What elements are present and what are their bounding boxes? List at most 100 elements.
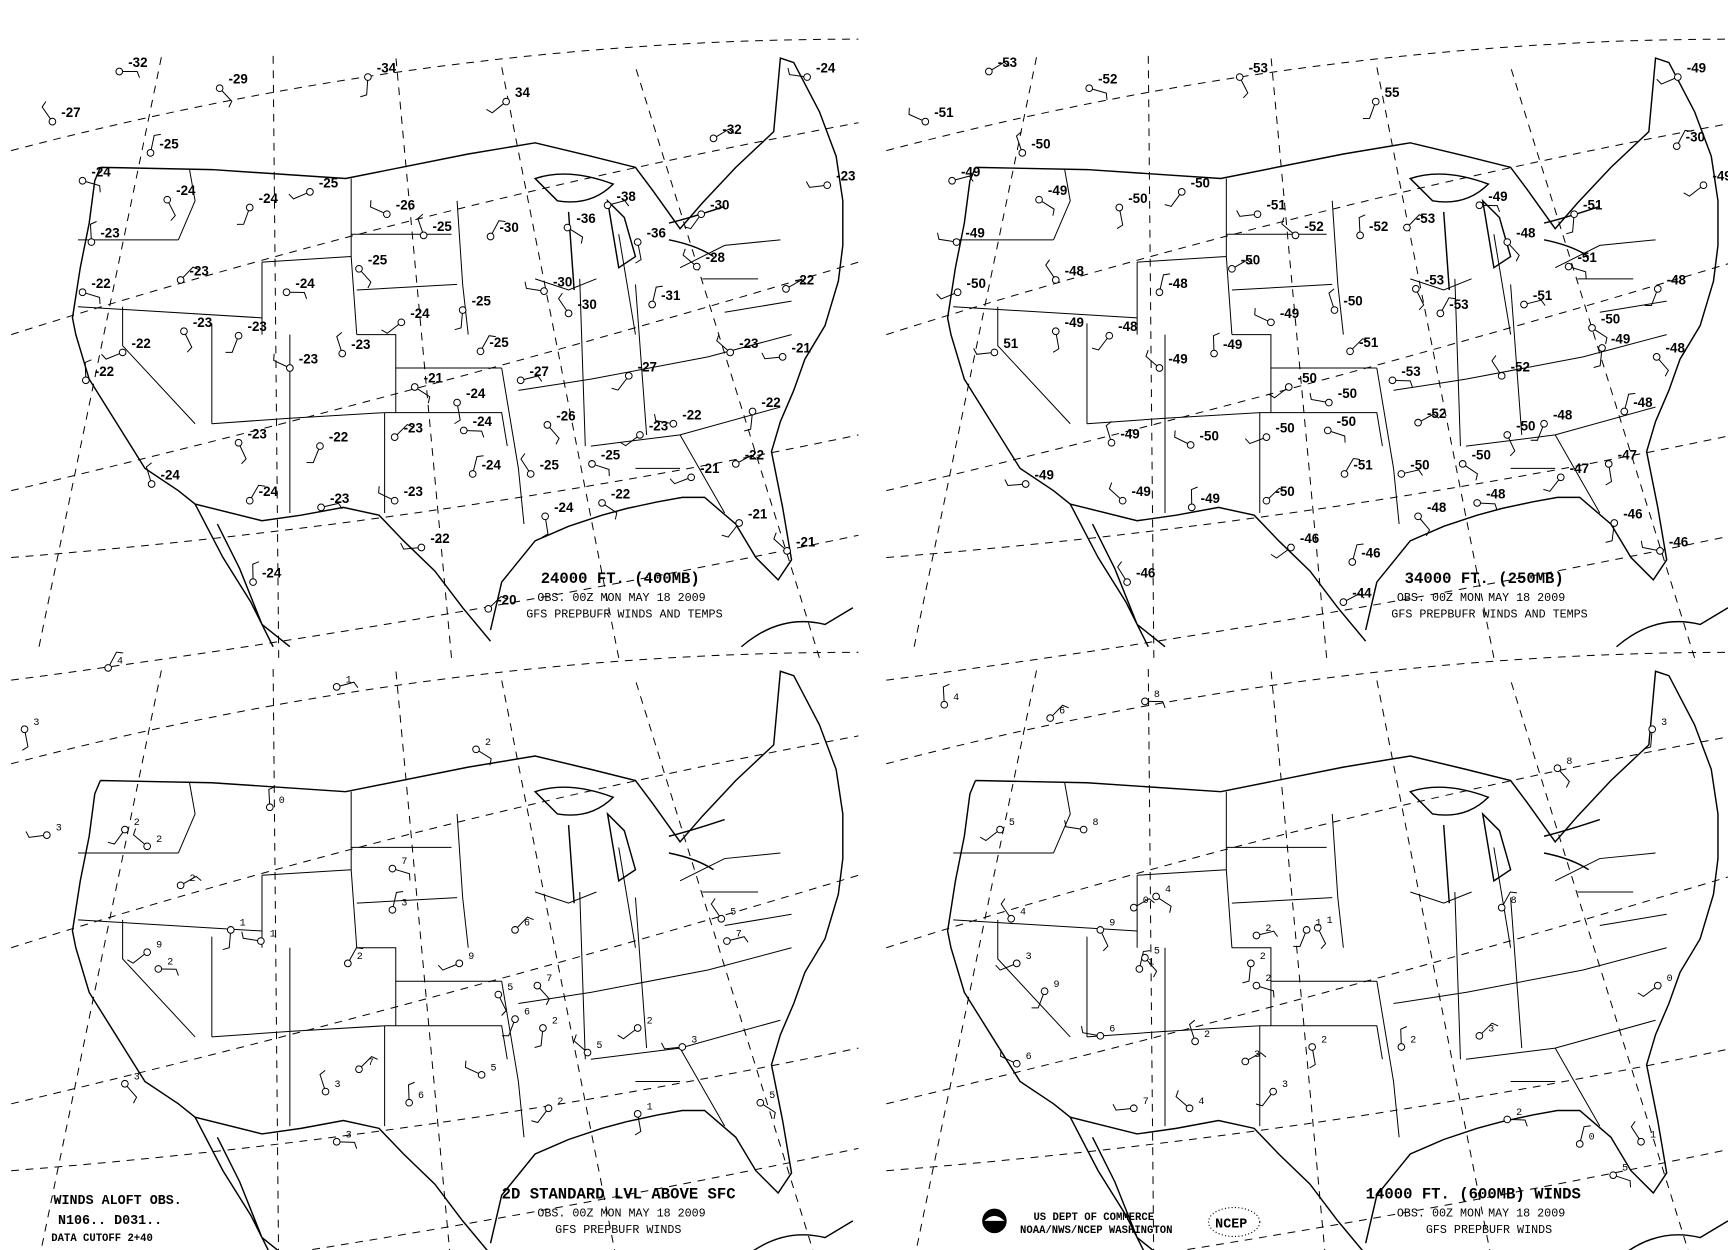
station-circle-icon: [723, 937, 731, 945]
wind-barb-icon: [491, 220, 506, 234]
station-circle-icon: [355, 1065, 363, 1074]
station-temperature: -46: [1361, 546, 1380, 561]
wind-barb-icon: [1527, 299, 1546, 306]
station-plot: -49: [1656, 61, 1706, 85]
station-plot: -30: [524, 275, 572, 295]
station-circle-icon: [940, 700, 949, 709]
station-plot: 3: [319, 1069, 340, 1096]
station-temperature: -30: [1686, 130, 1705, 145]
station-plot: 0: [265, 786, 285, 812]
station-wind-speed: 6: [1026, 1052, 1032, 1063]
station-plot: -49: [1187, 486, 1220, 512]
station-circle-icon: [1152, 892, 1160, 901]
station-plot: -23: [317, 491, 349, 512]
wind-barb-icon: [1000, 898, 1010, 917]
station-plot: -21: [410, 371, 444, 404]
station-plot: -25: [476, 335, 509, 356]
station-temperature: -25: [433, 219, 453, 234]
station-circle-icon: [1235, 73, 1244, 81]
station-circle-icon: [453, 398, 461, 407]
station-circle-icon: [633, 1024, 642, 1032]
wind-barb-icon: [396, 423, 414, 436]
station-plot: -21: [669, 461, 720, 485]
station-circle-icon: [282, 288, 291, 297]
station-circle-icon: [1046, 714, 1055, 722]
station-plot: -22: [782, 272, 814, 293]
station-circle-icon: [1021, 480, 1030, 488]
wind-barb-icon: [979, 831, 998, 842]
station-temperature: -49: [1687, 61, 1706, 76]
wind-barb-icon: [570, 228, 584, 244]
station-plot: 5: [573, 1034, 602, 1057]
wind-barb-icon: [1175, 1090, 1188, 1107]
station-circle-icon: [163, 195, 172, 204]
station-plot: -48: [1644, 272, 1687, 307]
station-plot: 3: [25, 824, 62, 839]
station-temperature: -52: [1369, 219, 1388, 234]
station-plot: -51: [1236, 198, 1286, 219]
station-plot: 7: [388, 857, 411, 881]
station-circle-icon: [48, 117, 57, 126]
station-temperature: -22: [91, 276, 110, 291]
station-circle-icon: [1228, 264, 1236, 273]
station-plot: -50: [1503, 418, 1535, 457]
station-temperature: -48: [1427, 500, 1447, 515]
station-circle-icon: [1252, 981, 1261, 990]
station-plot: 2: [154, 957, 179, 976]
station-temperature: -46: [1136, 566, 1155, 581]
station-wind-speed: 1: [270, 930, 276, 941]
station-circle-icon: [1141, 953, 1149, 962]
station-temperature: -30: [710, 198, 729, 213]
wind-barb-icon: [1240, 79, 1249, 99]
wind-barb-icon: [762, 1104, 776, 1120]
station-circle-icon: [783, 547, 791, 555]
station-circle-icon: [459, 426, 468, 435]
station-plot: -44: [1339, 586, 1372, 606]
station-temperature: -27: [61, 105, 80, 120]
station-circle-icon: [709, 134, 718, 143]
wind-barb-icon: [324, 502, 343, 510]
station-plot: 2: [1242, 952, 1266, 984]
station-circle-icon: [306, 188, 314, 196]
station-wind-speed: 2: [1204, 1030, 1210, 1041]
station-plot: -52: [1414, 406, 1446, 427]
station-plot: -23: [273, 352, 318, 372]
wind-barb-icon: [1318, 930, 1327, 949]
station-circle-icon: [803, 73, 811, 81]
wind-barb-icon: [109, 651, 124, 666]
station-circle-icon: [1191, 1037, 1199, 1046]
station-circle-icon: [948, 176, 956, 185]
station-temperature: -51: [1577, 250, 1597, 265]
station-temperature: 51: [1003, 336, 1018, 351]
station-temperature: -24: [482, 457, 502, 472]
wind-barb-icon: [1255, 1093, 1272, 1107]
station-plot: -49: [1035, 183, 1067, 216]
station-circle-icon: [1313, 923, 1322, 932]
wind-barb-icon: [1352, 543, 1364, 559]
station-circle-icon: [265, 803, 274, 812]
station-wind-speed: 7: [1143, 1097, 1149, 1108]
wind-barb-icon: [1491, 355, 1501, 374]
wind-barb-icon: [1400, 1026, 1408, 1044]
wind-barb-icon: [1212, 332, 1220, 351]
wind-barb-icon: [1146, 959, 1158, 978]
station-plot: -50: [1458, 447, 1491, 481]
wind-barb-icon: [523, 375, 543, 382]
wind-barb-icon: [378, 486, 392, 500]
station-circle-icon: [624, 371, 633, 380]
station-circle-icon: [1553, 764, 1562, 773]
station-plot: 1: [1293, 918, 1322, 947]
station-plot: -30: [486, 220, 519, 241]
station-temperature: -50: [1200, 428, 1219, 443]
wind-barb-icon: [534, 1031, 544, 1048]
station-plot: -51: [1520, 288, 1553, 309]
station-temperature: -25: [540, 457, 560, 472]
station-temperature: -44: [1352, 586, 1372, 601]
wind-barb-icon: [1605, 467, 1613, 486]
station-circle-icon: [1436, 309, 1445, 318]
station-temperature: -38: [617, 189, 637, 204]
station-wind-speed: 9: [1109, 918, 1115, 929]
station-temperature: -24: [262, 566, 282, 581]
station-temperature: -24: [176, 183, 196, 198]
station-plot: -49: [1004, 468, 1054, 488]
